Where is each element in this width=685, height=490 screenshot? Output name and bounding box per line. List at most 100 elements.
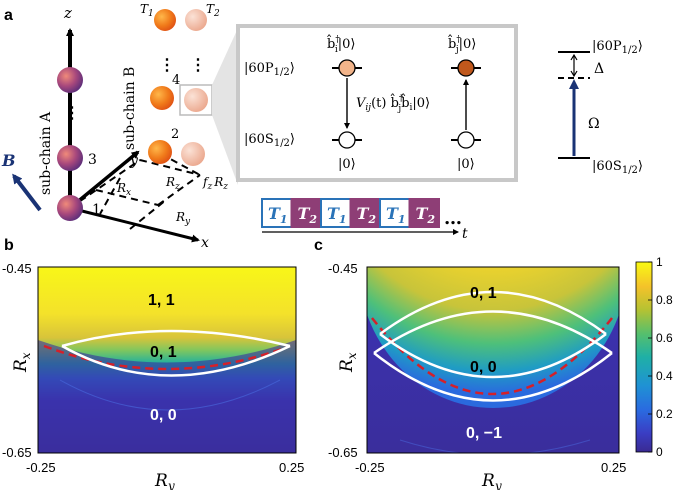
atom-chainA-top (57, 67, 83, 93)
y-axis-label: y (129, 153, 139, 169)
site-label-2: 2 (171, 127, 179, 142)
label-fzRz: fz Rz (202, 175, 228, 192)
map-c-xlabel: Ry (481, 471, 502, 490)
inset-coupling: Vij(t) b̂† jb̂i|0⟩ (356, 93, 430, 114)
pulse-sequence: T1 T2 T1 T2 T1 T2 (261, 198, 440, 228)
inset-atom-j-excited (457, 59, 475, 77)
colorbar-tick-label: 0.2 (656, 407, 673, 421)
map-b-region-1: 1, 1 (148, 292, 175, 309)
inset-box (236, 24, 518, 182)
map-b-xtick-right: 0.25 (279, 460, 304, 475)
detuning-label: Δ (594, 61, 604, 77)
geometry-dashes (69, 147, 201, 230)
pulse-box (408, 198, 440, 228)
map-c-xtick-right: 0.25 (601, 460, 626, 475)
tweezer-T2-label: T2 (206, 2, 220, 19)
map-c-region-3: 0, −1 (466, 425, 502, 442)
colorbar (635, 261, 653, 453)
x-axis (69, 206, 200, 243)
ellipsis-chainB-T1: ⋮ (159, 55, 175, 74)
inset-vac-left: |0⟩ (338, 157, 356, 172)
pulse-box (261, 198, 293, 228)
map-c-ytick-top: -0.45 (328, 261, 358, 276)
inset-atom-i-ground (338, 131, 356, 149)
sub-chain-B-label: sub-chain B (122, 67, 138, 150)
pulse-box (320, 198, 352, 228)
map-b-white-lower (61, 344, 291, 377)
map-c-white-arc-mid (379, 333, 607, 379)
site-label-4: 4 (172, 73, 180, 88)
pulse-label: T2 (416, 204, 436, 226)
y-axis (68, 150, 140, 210)
label-Rx: Rx (116, 181, 131, 198)
time-label: t (462, 226, 468, 242)
atom-chainA-3 (57, 145, 83, 171)
ellipsis-chainA: ⋮ (64, 103, 80, 122)
pulse-box (379, 198, 411, 228)
inset-vac-right: |0⟩ (457, 157, 475, 172)
site-label-1: 1 (92, 202, 101, 218)
map-c-white-arc-upper (373, 310, 613, 355)
b-field-arrow (12, 173, 42, 212)
map-c-white-arc-lower (373, 352, 613, 402)
map-c-ytick-bottom: -0.65 (328, 445, 358, 460)
map-b-xtick-left: -0.25 (26, 460, 56, 475)
zoom-funnel (212, 28, 238, 185)
inset-atom-i-excited (338, 59, 356, 77)
ellipsis-chainB-T2: ⋮ (190, 55, 206, 74)
map-b-region-2: 0, 1 (150, 344, 177, 361)
inset-bj-state: b̂† j|0⟩ (447, 34, 476, 55)
sub-chain-A-label: sub-chain A (38, 111, 54, 195)
atom-chainB-2-T2 (181, 142, 205, 166)
label-Ry: Ry (175, 210, 191, 227)
map-c-white-arc-top (379, 290, 607, 336)
x-axis-label: x (201, 235, 209, 251)
panel-label-c: c (314, 237, 323, 254)
colorbar-tick-label: 0.6 (656, 331, 673, 345)
atom-chainB-top-T2 (185, 9, 207, 31)
tweezer-T1-label: T1 (140, 2, 154, 19)
detuning-arrowheads (570, 53, 578, 78)
atom-chainB-4-T2 (184, 88, 208, 112)
colorbar-tick-label: 0 (656, 445, 663, 459)
pulse-label: T1 (327, 204, 347, 226)
map-c-region-1: 0, 1 (470, 285, 497, 302)
map-c-region-2: 0, 0 (470, 359, 497, 376)
pulse-label: T1 (386, 204, 406, 226)
panel-label-a: a (4, 7, 13, 24)
atom-chainB-4-T1 (150, 86, 174, 110)
map-c-ylabel: Rx (337, 352, 359, 373)
level-upper-label: |60P1/2⟩ (592, 39, 643, 56)
b-field-label: B (1, 151, 16, 170)
atom-chainB-top-T1 (154, 9, 176, 31)
map-b-frame (37, 266, 297, 454)
map-b-ytick-top: -0.45 (2, 261, 32, 276)
label-Rz: Rz (165, 175, 180, 192)
inset-atom-j-ground (457, 131, 475, 149)
map-b-xlabel: Ry (154, 471, 175, 490)
pulse-label: T1 (268, 204, 288, 226)
atom-chainA-1 (57, 195, 83, 221)
colorbar-ticks: 1 0.8 0.6 0.4 0.2 0 (648, 255, 673, 459)
inset-state-P: |60P1/2⟩ (244, 61, 295, 78)
map-c-frame (366, 266, 620, 454)
pulse-box (349, 198, 381, 228)
inset-state-S: |60S1/2⟩ (244, 132, 295, 149)
z-axis-label: z (63, 4, 72, 22)
pulse-label: T2 (298, 204, 318, 226)
map-b-dashed-boundary (43, 344, 291, 371)
map-c-xtick-left: -0.25 (355, 460, 385, 475)
colorbar-tick-label: 1 (656, 255, 663, 269)
map-b (38, 267, 296, 453)
pulse-label: T2 (357, 204, 377, 226)
colorbar-tick-label: 0.4 (656, 369, 673, 383)
site-label-3: 3 (88, 152, 97, 168)
rabi-label: Ω (588, 116, 600, 132)
sequence-dots: … (444, 208, 462, 229)
colorbar-tick-label: 0.8 (656, 293, 673, 307)
map-b-ylabel: Rx (11, 352, 33, 373)
map-b-ytick-bottom: -0.65 (2, 445, 32, 460)
map-b-white-upper (61, 329, 291, 348)
atom-chainB-2-T1 (148, 140, 172, 164)
